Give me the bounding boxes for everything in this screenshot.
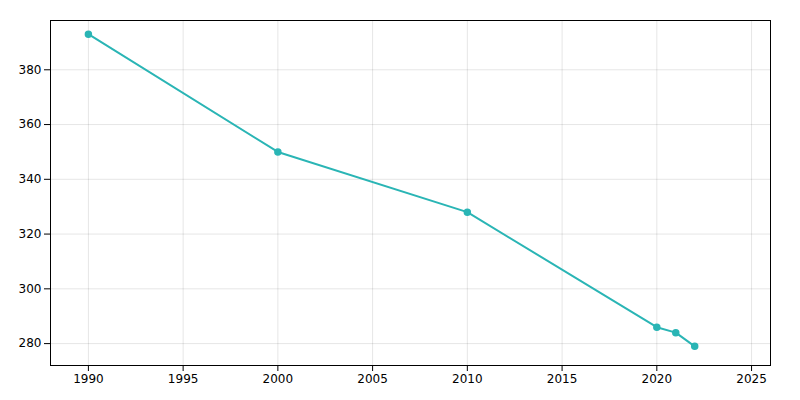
svg-text:2025: 2025 [736,372,767,386]
svg-text:2000: 2000 [263,372,294,386]
svg-text:340: 340 [19,172,42,186]
svg-text:2010: 2010 [452,372,483,386]
svg-text:320: 320 [19,227,42,241]
svg-text:380: 380 [19,63,42,77]
svg-text:2020: 2020 [642,372,673,386]
svg-text:1990: 1990 [73,372,104,386]
svg-text:2015: 2015 [547,372,578,386]
svg-text:2005: 2005 [357,372,388,386]
svg-text:360: 360 [19,117,42,131]
svg-text:280: 280 [19,336,42,350]
svg-text:300: 300 [19,282,42,296]
svg-text:1995: 1995 [168,372,199,386]
